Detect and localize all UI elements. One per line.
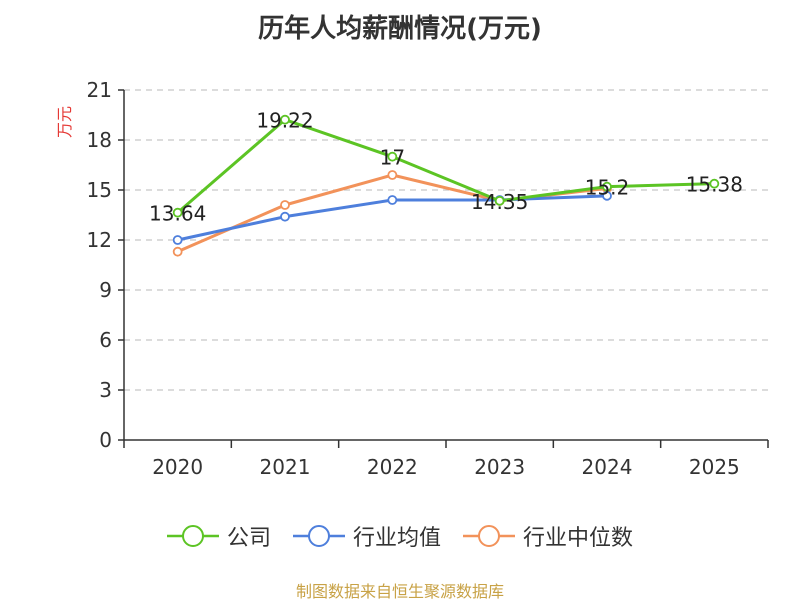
y-tick-label: 21 [87,78,112,102]
x-tick-label: 2022 [367,455,418,479]
data-point [172,235,183,245]
legend-marker-icon [292,525,345,547]
data-point [280,114,290,125]
y-tick-label: 6 [99,328,112,352]
legend-marker-icon [463,525,515,547]
y-tick-label: 12 [87,228,112,252]
data-label: 19.22 [256,109,313,133]
legend-label: 行业均值 [352,526,441,551]
data-label: 15.38 [686,173,743,197]
data-label: 14.35 [471,190,528,214]
data-point [602,181,612,192]
x-tick-label: 2025 [689,455,740,479]
y-tick-label: 9 [99,278,112,302]
legend-item[interactable]: 行业均值 [292,520,441,552]
grid-lines [124,89,768,391]
legend-marker-icon [166,525,219,547]
y-axis-label: 万元 [55,106,74,138]
data-point [387,151,398,162]
legend-label: 公司 [226,526,271,551]
axes: 0 3 6 9 12 15 18 21 2020 2021 2022 2023 2024 2025 [87,78,769,479]
data-label: 13.64 [149,202,206,226]
x-tick-label: 2021 [260,455,311,479]
series-line [176,118,715,214]
data-point [280,211,290,222]
data-point [494,195,505,206]
data-point [709,178,720,189]
data-label: 17 [380,146,405,170]
chart-title: 历年人均薪酬情况(万元) [258,14,542,44]
legend: 公司 行业均值 行业中位数 [0,520,800,552]
data-point [387,195,398,205]
y-tick-label: 15 [87,178,112,202]
x-tick-label: 2023 [474,455,525,479]
data-point [387,170,398,180]
data-point [172,207,183,218]
data-point [280,200,290,210]
x-tick-label: 2020 [152,455,203,479]
data-point [172,246,183,257]
data-labels: 13.64 19.22 17 14.35 15.2 15.38 [149,109,743,226]
y-tick-label: 18 [87,128,112,152]
series-group [172,114,720,257]
source-note: 制图数据来自恒生聚源数据库 [295,582,504,601]
data-label: 15.2 [585,176,630,200]
legend-item[interactable]: 公司 [166,520,271,552]
y-tick-label: 0 [99,428,112,452]
x-tick-label: 2024 [582,455,633,479]
legend-item[interactable]: 行业中位数 [463,520,633,552]
data-point [602,190,612,201]
y-tick-label: 3 [99,378,112,402]
legend-label: 行业中位数 [523,526,634,551]
